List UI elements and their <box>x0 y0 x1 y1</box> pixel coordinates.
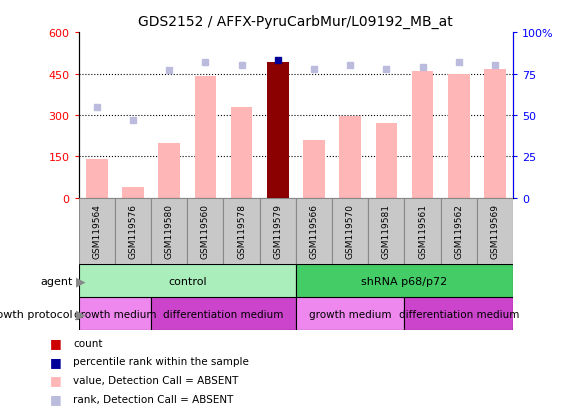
Text: GSM119576: GSM119576 <box>128 204 138 259</box>
Bar <box>159 143 180 198</box>
Text: count: count <box>73 338 103 348</box>
Bar <box>296 297 405 330</box>
Text: ▶: ▶ <box>76 274 86 287</box>
Text: GSM119561: GSM119561 <box>418 204 427 259</box>
Bar <box>441 198 477 264</box>
Bar <box>115 198 151 264</box>
Text: value, Detection Call = ABSENT: value, Detection Call = ABSENT <box>73 375 238 385</box>
Bar <box>79 198 115 264</box>
Text: ▶: ▶ <box>76 307 86 320</box>
Text: shRNA p68/p72: shRNA p68/p72 <box>361 276 448 286</box>
Bar <box>79 264 296 297</box>
Text: control: control <box>168 276 206 286</box>
Text: agent: agent <box>40 276 73 286</box>
Title: GDS2152 / AFFX-PyruCarbMur/L09192_MB_at: GDS2152 / AFFX-PyruCarbMur/L09192_MB_at <box>139 15 453 29</box>
Text: ■: ■ <box>50 373 61 387</box>
Text: ■: ■ <box>50 336 61 349</box>
Bar <box>405 297 513 330</box>
Text: GSM119579: GSM119579 <box>273 204 282 259</box>
Text: GSM119569: GSM119569 <box>490 204 500 259</box>
Text: GSM119580: GSM119580 <box>164 204 174 259</box>
Text: GSM119578: GSM119578 <box>237 204 246 259</box>
Bar <box>412 71 433 198</box>
Bar <box>332 198 368 264</box>
Bar <box>259 198 296 264</box>
Text: ■: ■ <box>50 392 61 405</box>
Text: differentiation medium: differentiation medium <box>399 309 519 319</box>
Text: rank, Detection Call = ABSENT: rank, Detection Call = ABSENT <box>73 394 233 404</box>
Text: growth medium: growth medium <box>73 309 156 319</box>
Bar <box>122 187 144 198</box>
Bar <box>477 198 513 264</box>
Text: growth protocol: growth protocol <box>0 309 73 319</box>
Bar <box>368 198 405 264</box>
Text: GSM119566: GSM119566 <box>310 204 318 259</box>
Text: GSM119562: GSM119562 <box>454 204 463 258</box>
Bar <box>151 198 187 264</box>
Text: percentile rank within the sample: percentile rank within the sample <box>73 356 249 366</box>
Bar <box>195 77 216 198</box>
Bar <box>484 70 506 198</box>
Bar <box>231 107 252 198</box>
Bar <box>267 63 289 198</box>
Bar <box>223 198 259 264</box>
Bar <box>296 198 332 264</box>
Text: GSM119581: GSM119581 <box>382 204 391 259</box>
Bar <box>296 264 513 297</box>
Bar <box>405 198 441 264</box>
Bar <box>86 160 108 198</box>
Bar <box>151 297 296 330</box>
Text: GSM119564: GSM119564 <box>92 204 101 258</box>
Bar <box>339 117 361 198</box>
Bar <box>187 198 223 264</box>
Text: growth medium: growth medium <box>309 309 391 319</box>
Text: GSM119560: GSM119560 <box>201 204 210 259</box>
Bar <box>448 74 469 198</box>
Bar <box>79 297 151 330</box>
Bar <box>375 124 397 198</box>
Text: GSM119570: GSM119570 <box>346 204 354 259</box>
Text: ■: ■ <box>50 355 61 368</box>
Text: differentiation medium: differentiation medium <box>163 309 284 319</box>
Bar <box>303 140 325 198</box>
